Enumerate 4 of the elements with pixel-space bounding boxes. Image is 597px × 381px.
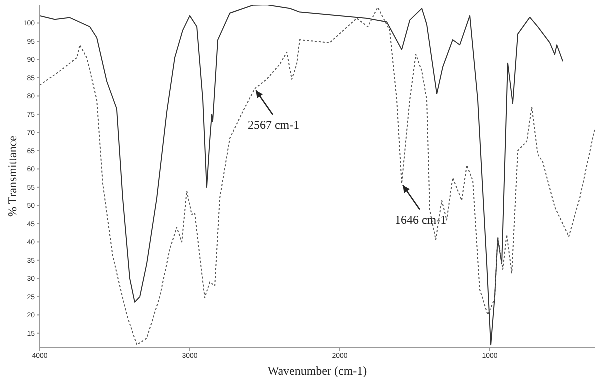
- y-axis-title: % Transmittance: [5, 136, 20, 217]
- annotation: 1646 cm-1: [394, 212, 447, 227]
- annotation: 2567 cm-1: [248, 118, 300, 132]
- x-axis-title: Wavenumber (cm-1): [268, 364, 368, 378]
